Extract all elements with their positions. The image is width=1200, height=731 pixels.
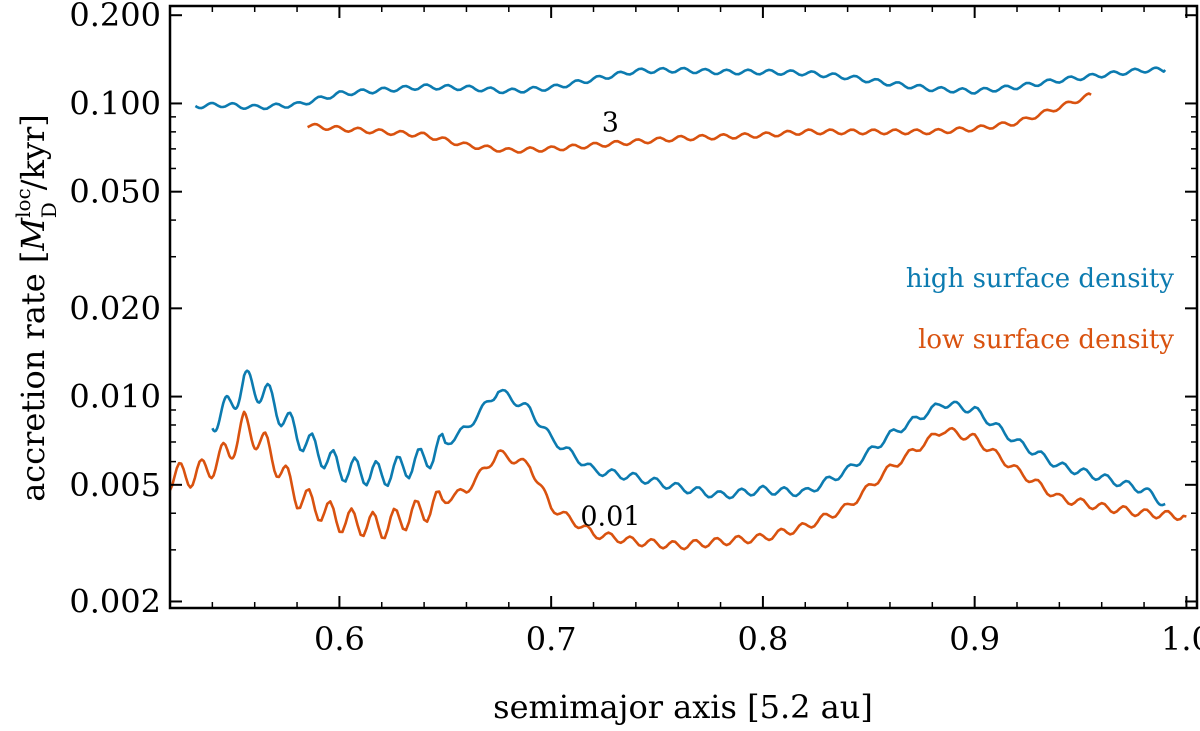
y-axis-label-symbol: M bbox=[14, 217, 52, 252]
y-tick-label: 0.005 bbox=[69, 466, 161, 504]
x-tick-label: 1.0 bbox=[1161, 620, 1200, 658]
legend-entry-low: low surface density bbox=[918, 325, 1174, 355]
legend-entry-high: high surface density bbox=[906, 264, 1174, 294]
series-line-1 bbox=[306, 92, 1092, 154]
x-tick-label: 0.8 bbox=[737, 620, 788, 658]
annotation-upper: 3 bbox=[602, 108, 619, 139]
x-tick-label: 0.6 bbox=[314, 620, 365, 658]
y-tick-label: 0.200 bbox=[69, 0, 161, 34]
y-tick-label: 0.050 bbox=[69, 173, 161, 211]
ticks bbox=[169, 6, 1197, 608]
y-axis-label: accretion rate [Mloc D/kyr] bbox=[11, 114, 61, 502]
series-line-3 bbox=[168, 410, 1187, 551]
y-tick-label: 0.100 bbox=[69, 84, 161, 122]
x-tick-label: 0.7 bbox=[526, 620, 577, 658]
y-axis-label-prefix: accretion rate [ bbox=[14, 251, 52, 502]
x-tick-label: 0.9 bbox=[949, 620, 1000, 658]
y-axis-label-suffix: /kyr] bbox=[14, 114, 52, 190]
y-tick-label: 0.020 bbox=[69, 289, 161, 327]
series-line-0 bbox=[194, 66, 1167, 111]
annotation-lower: 0.01 bbox=[580, 502, 640, 533]
y-tick-label: 0.002 bbox=[69, 582, 161, 620]
plot-lines bbox=[168, 66, 1187, 551]
y-tick-label: 0.010 bbox=[69, 378, 161, 416]
plot-frame bbox=[168, 4, 1199, 610]
y-axis-label-subscript: D bbox=[37, 202, 61, 218]
y-axis-label-superscript: loc bbox=[11, 188, 35, 218]
series-line-2 bbox=[211, 369, 1166, 507]
x-axis-label: semimajor axis [5.2 au] bbox=[493, 688, 873, 726]
tick-labels: 0.6 0.7 0.8 0.9 1.0 0.002 0.005 0.010 0.020 0.050… bbox=[69, 0, 1200, 658]
